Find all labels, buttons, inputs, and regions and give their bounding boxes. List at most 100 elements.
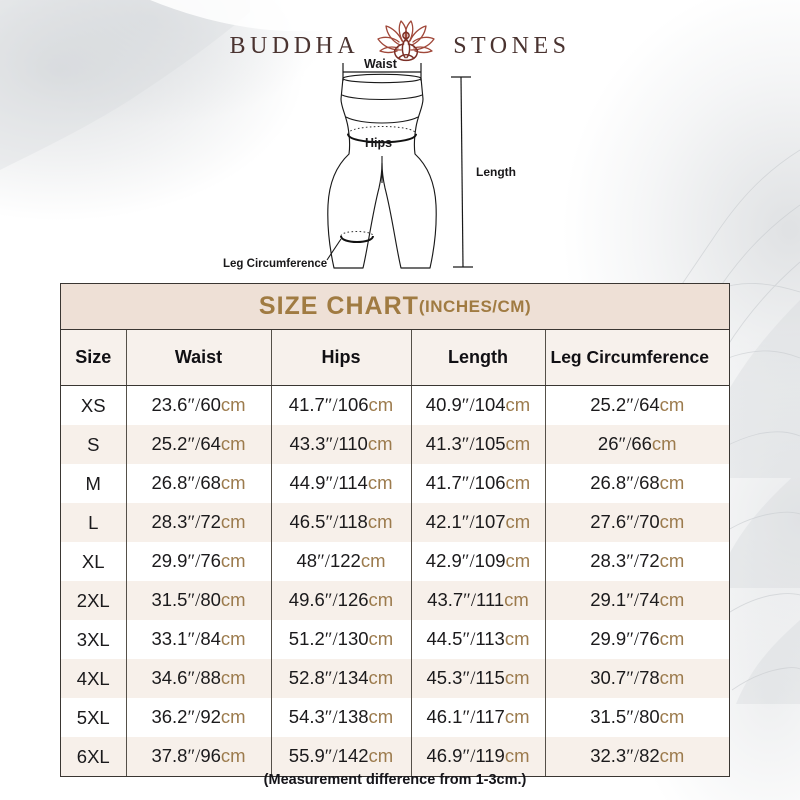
value-inches: 28.3	[151, 511, 188, 532]
value-inches: 43.7	[427, 589, 464, 610]
value-inches: 34.6	[151, 667, 188, 688]
value-inches: 25.2	[151, 433, 188, 454]
inch-mark: ″/	[187, 591, 201, 611]
unit-label-cm: cm	[220, 433, 246, 454]
value-centimeters: 113	[475, 628, 505, 649]
diagram-label-length: Length	[476, 165, 516, 179]
value-inches: 46.9	[426, 745, 463, 766]
table-row: 4XL 34.6″/88cm 52.8″/134cm 45.3″/115cm 30.7″…	[61, 659, 729, 698]
value-centimeters: 68	[639, 472, 660, 493]
inch-mark: ″/	[187, 747, 201, 767]
cell-waist: 31.5″/80cm	[125, 581, 271, 620]
value-inches: 48	[296, 550, 318, 571]
unit-label-cm: cm	[367, 511, 393, 532]
unit-label-cm: cm	[504, 589, 529, 610]
value-centimeters: 96	[200, 745, 221, 766]
column-header-size: Size	[61, 330, 126, 386]
value-centimeters: 80	[639, 706, 660, 727]
table-row: 5XL 36.2″/92cm 54.3″/138cm 46.1″/117cm 31.5″…	[61, 698, 729, 737]
value-centimeters: 142	[337, 745, 369, 766]
value-inches: 42.1	[425, 511, 462, 532]
value-centimeters: 114	[338, 472, 368, 493]
value-inches: 26	[597, 433, 619, 454]
value-inches: 41.3	[425, 433, 462, 454]
table-row: 6XL 37.8″/96cm 55.9″/142cm 46.9″/119cm 32.3″…	[61, 737, 729, 776]
cell-size: S	[61, 425, 126, 464]
inch-mark: ″/	[325, 435, 339, 455]
value-inches: 29.9	[151, 550, 188, 571]
inch-mark: ″/	[325, 474, 339, 494]
inch-mark: ″/	[324, 396, 338, 416]
cell-waist: 33.1″/84cm	[125, 620, 271, 659]
unit-label-cm: cm	[220, 667, 246, 688]
measurement-note: (Measurement difference from 1-3cm.)	[263, 772, 527, 788]
brand-header: BUDDHA STON	[0, 18, 800, 74]
value-inches: 46.1	[426, 706, 463, 727]
value-centimeters: 110	[338, 433, 368, 454]
cell-waist: 23.6″/60cm	[125, 385, 271, 425]
unit-label-cm: cm	[659, 628, 685, 649]
cell-leg-circumference: 32.3″/82cm	[544, 737, 729, 776]
value-centimeters: 76	[639, 628, 660, 649]
size-chart-table: Size Waist Hips Length Leg Circumference…	[61, 330, 729, 776]
diagram-label-leg-circumference: Leg Circumference	[223, 258, 328, 270]
cell-hips: 43.3″/110cm	[270, 425, 411, 464]
value-inches: 43.3	[289, 433, 326, 454]
cell-leg-circumference: 25.2″/64cm	[544, 385, 729, 425]
value-inches: 52.8	[288, 667, 325, 688]
column-header-leg-circumference: Leg Circumference	[544, 330, 729, 386]
unit-label-cm: cm	[220, 472, 246, 493]
inch-mark: ″/	[325, 513, 339, 533]
unit-label-cm: cm	[220, 511, 246, 532]
brand-word-right: STONES	[453, 32, 571, 59]
table-header-row: Size Waist Hips Length Leg Circumference	[61, 330, 729, 386]
inch-mark: ″/	[626, 591, 640, 611]
value-centimeters: 72	[639, 550, 660, 571]
cell-hips: 44.9″/114cm	[270, 464, 411, 503]
column-header-length: Length	[410, 330, 545, 386]
inch-mark: ″/	[324, 630, 338, 650]
value-centimeters: 80	[200, 589, 221, 610]
size-chart-title: SIZE CHART (INCHES/CM)	[61, 284, 729, 330]
value-centimeters: 70	[639, 511, 660, 532]
cell-hips: 41.7″/106cm	[270, 385, 411, 425]
unit-label-cm: cm	[659, 511, 685, 532]
pants-measurement-diagram: Waist Hips Length Leg Circumference	[215, 55, 585, 280]
leggings-outline-icon	[326, 63, 473, 269]
value-centimeters: 138	[337, 706, 369, 727]
unit-label-cm: cm	[368, 667, 394, 688]
cell-leg-circumference: 28.3″/72cm	[544, 542, 729, 581]
cell-length: 41.3″/105cm	[410, 425, 545, 464]
value-inches: 31.5	[590, 706, 627, 727]
value-inches: 42.9	[425, 550, 462, 571]
value-centimeters: 107	[474, 511, 506, 532]
value-centimeters: 78	[639, 667, 660, 688]
cell-waist: 28.3″/72cm	[125, 503, 271, 542]
cell-waist: 26.8″/68cm	[125, 464, 271, 503]
inch-mark: ″/	[618, 435, 632, 455]
inch-mark: ″/	[187, 474, 201, 494]
size-chart-panel: SIZE CHART (INCHES/CM) Size Waist Hips Le…	[60, 283, 730, 777]
inch-mark: ″/	[463, 591, 477, 611]
unit-label-cm: cm	[504, 628, 530, 649]
cell-size: 6XL	[61, 737, 126, 776]
value-centimeters: 84	[200, 628, 221, 649]
unit-label-cm: cm	[220, 628, 246, 649]
cell-length: 40.9″/104cm	[410, 385, 545, 425]
value-inches: 29.9	[590, 628, 627, 649]
cell-size: L	[61, 503, 126, 542]
inch-mark: ″/	[324, 591, 338, 611]
value-inches: 32.3	[590, 745, 627, 766]
inch-mark: ″/	[462, 747, 476, 767]
value-centimeters: 92	[200, 706, 221, 727]
value-inches: 28.3	[590, 550, 627, 571]
inch-mark: ″/	[324, 669, 338, 689]
value-centimeters: 72	[200, 511, 221, 532]
brand-word-left: BUDDHA	[229, 32, 360, 59]
value-centimeters: 76	[200, 550, 221, 571]
value-centimeters: 130	[337, 628, 369, 649]
inch-mark: ″/	[462, 669, 476, 689]
value-inches: 46.5	[289, 511, 326, 532]
cell-leg-circumference: 31.5″/80cm	[544, 698, 729, 737]
unit-label-cm: cm	[360, 550, 386, 571]
